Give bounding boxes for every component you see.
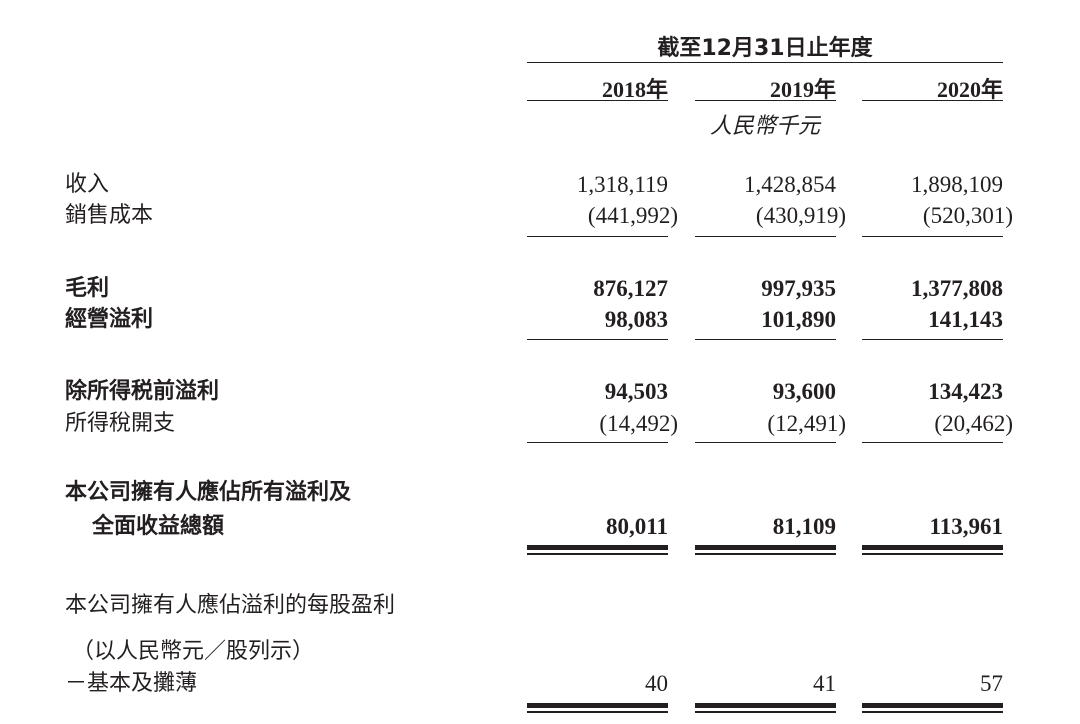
subtotal-rule (695, 339, 836, 340)
eps-double-rule (862, 703, 1003, 713)
gross-profit-2019: 997,935 (761, 276, 836, 301)
row-label-total-income-line2: 全面收益總額 (92, 514, 225, 539)
eps-2020: 57 (980, 671, 1003, 696)
row-label-revenue: 收入 (65, 172, 110, 197)
subtotal-rule (862, 442, 1003, 443)
eps-2019: 41 (813, 671, 836, 696)
eps-title: 本公司擁有人應佔溢利的每股盈利 (65, 593, 396, 618)
subtotal-rule (527, 442, 668, 443)
cost-2020: (520,301) (922, 203, 1013, 228)
gross-profit-2020: 1,377,808 (911, 276, 1003, 301)
cost-2019: (430,919) (755, 203, 846, 228)
year-rule (695, 100, 836, 101)
year-2018: 2018年 (601, 77, 668, 102)
eps-unit-note: （以人民幣元／股列示） (72, 639, 315, 664)
row-label-cost-of-sales: 銷售成本 (65, 203, 154, 228)
revenue-2020: 1,898,109 (911, 172, 1003, 197)
row-label-income-tax: 所得稅開支 (65, 411, 176, 436)
total-double-rule (527, 545, 668, 555)
total-double-rule (862, 545, 1003, 555)
pbt-2020: 134,423 (928, 379, 1003, 404)
revenue-2018: 1,318,119 (576, 172, 668, 197)
year-rule (862, 100, 1003, 101)
tax-2020: (20,462) (934, 411, 1013, 436)
pbt-2018: 94,503 (604, 379, 668, 404)
total-double-rule (695, 545, 836, 555)
currency-unit: 人民幣千元 (709, 114, 820, 139)
eps-double-rule (695, 703, 836, 713)
subtotal-rule (527, 339, 668, 340)
eps-basic-diluted-label: －基本及攤薄 (65, 671, 198, 696)
total-income-2020: 113,961 (929, 514, 1003, 539)
row-label-gross-profit: 毛利 (65, 276, 110, 301)
operating-profit-2020: 141,143 (928, 307, 1003, 332)
tax-2018: (14,492) (599, 411, 678, 436)
subtotal-rule (862, 339, 1003, 340)
year-2020: 2020年 (936, 77, 1003, 102)
subtotal-rule (527, 236, 668, 237)
tax-2019: (12,491) (767, 411, 846, 436)
operating-profit-2018: 98,083 (604, 307, 668, 332)
row-label-total-income-line1: 本公司擁有人應佔所有溢利及 (65, 480, 352, 505)
period-header: 截至12月31日止年度 (657, 36, 873, 61)
operating-profit-2019: 101,890 (761, 307, 836, 332)
subtotal-rule (695, 236, 836, 237)
cost-2018: (441,992) (587, 203, 678, 228)
row-label-profit-before-tax: 除所得税前溢利 (65, 379, 220, 404)
eps-double-rule (527, 703, 668, 713)
header-rule (527, 62, 1003, 63)
row-label-operating-profit: 經營溢利 (65, 307, 154, 332)
revenue-2019: 1,428,854 (744, 172, 836, 197)
subtotal-rule (695, 442, 836, 443)
year-rule (527, 100, 668, 101)
year-2019: 2019年 (769, 77, 836, 102)
eps-2018: 40 (645, 671, 668, 696)
pbt-2019: 93,600 (772, 379, 836, 404)
total-income-2019: 81,109 (772, 514, 836, 539)
subtotal-rule (862, 236, 1003, 237)
total-income-2018: 80,011 (606, 514, 668, 539)
gross-profit-2018: 876,127 (593, 276, 668, 301)
